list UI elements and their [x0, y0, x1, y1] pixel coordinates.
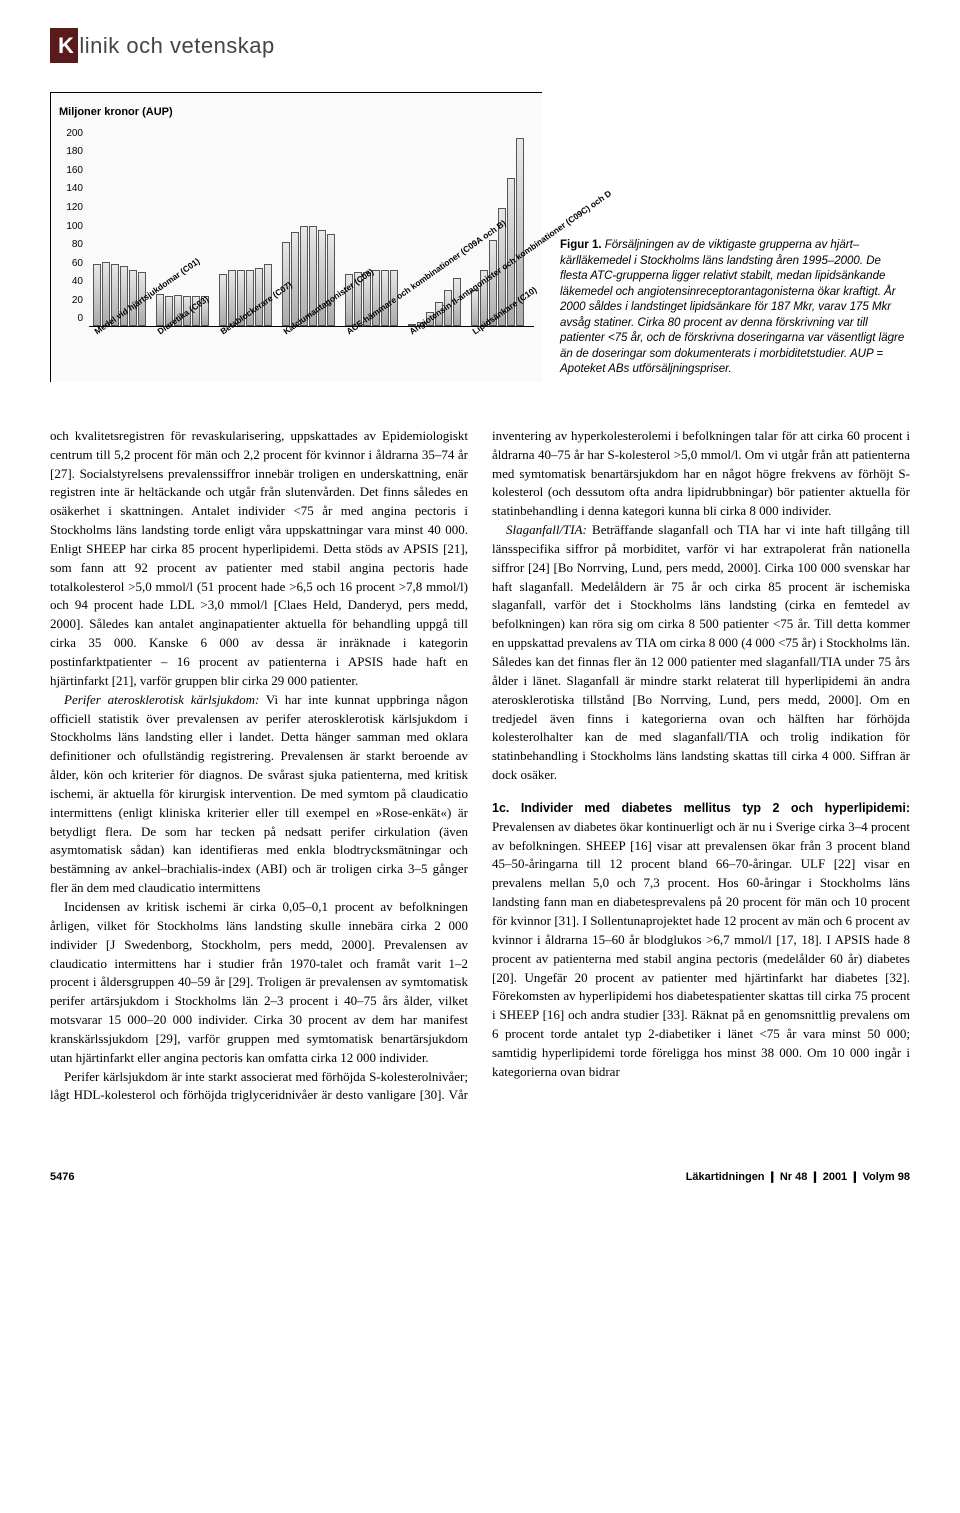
y-tick: 20 [59, 294, 83, 309]
x-label: Lipidsänkare (C10) [471, 329, 476, 337]
bar [156, 294, 164, 326]
body-columns: och kvalitetsregistren för revaskularise… [50, 427, 910, 1105]
chart-y-title: Miljoner kronor (AUP) [59, 105, 534, 121]
x-label: Angiotensin II-antagonister och kombinat… [408, 329, 413, 337]
x-label: Diuretika (C03) [156, 329, 161, 337]
x-labels: Medel vid hjärtsjukdomar (C01) Diuretika … [59, 329, 534, 379]
title-k: K [50, 28, 78, 63]
section-1c: 1c. Individer med diabetes mellitus typ … [492, 801, 910, 815]
page-footer: 5476 Läkartidningen ❙ Nr 48 ❙ 2001 ❙ Vol… [50, 1145, 910, 1186]
caption-lead: Figur 1. [560, 239, 602, 251]
journal-ref: Läkartidningen ❙ Nr 48 ❙ 2001 ❙ Volym 98 [686, 1170, 910, 1186]
para-6: 1c. Individer med diabetes mellitus typ … [492, 799, 910, 1082]
y-tick: 40 [59, 275, 83, 290]
bar [219, 274, 227, 326]
para-2: Perifer aterosklerotisk kärlsjukdom: Vi … [50, 691, 468, 898]
para-2-text: Vi har inte kunnat uppbringa någon offic… [50, 692, 468, 895]
y-tick: 100 [59, 220, 83, 235]
para-5: Slaganfall/TIA: Beträffande slaganfall o… [492, 521, 910, 785]
y-tick: 200 [59, 127, 83, 142]
x-label: ACE-hämmare och kombinationer (C09A och … [345, 329, 350, 337]
y-tick: 120 [59, 201, 83, 216]
bar [93, 264, 101, 326]
y-tick: 160 [59, 164, 83, 179]
bar [471, 290, 479, 326]
x-label: Medel vid hjärtsjukdomar (C01) [93, 329, 98, 337]
para-5-text: Beträffande slaganfall och TIA har vi in… [492, 522, 910, 782]
bar-chart: Miljoner kronor (AUP) 0 20 40 60 80 100 120 140… [50, 92, 542, 382]
y-tick: 80 [59, 238, 83, 253]
section-header: Klinik och vetenskap [50, 30, 910, 62]
y-tick: 140 [59, 182, 83, 197]
bar [327, 234, 335, 326]
title-rest: linik och vetenskap [79, 33, 274, 58]
y-tick: 0 [59, 312, 83, 327]
section-title: Klinik och vetenskap [50, 30, 275, 62]
figure-caption: Figur 1. Försäljningen av de viktigaste … [560, 238, 910, 382]
y-axis: 0 20 40 60 80 100 120 140 160 180 200 [59, 127, 89, 327]
x-label: Betablockerare (C07) [219, 329, 224, 337]
x-label: Kalciumantagonister (C08) [282, 329, 287, 337]
y-tick: 180 [59, 145, 83, 160]
para-5-lead: Slaganfall/TIA: [506, 522, 587, 537]
para-1: och kvalitetsregistren för revaskularise… [50, 427, 468, 691]
figure-row: Miljoner kronor (AUP) 0 20 40 60 80 100 120 140… [50, 92, 910, 382]
y-tick: 60 [59, 257, 83, 272]
para-6-text: Prevalensen av diabetes ökar kontinuerli… [492, 819, 910, 1079]
caption-text: Försäljningen av de viktigaste grupperna… [560, 239, 904, 375]
page-number: 5476 [50, 1170, 74, 1186]
para-3: Incidensen av kritisk ischemi är cirka 0… [50, 898, 468, 1068]
bar [291, 232, 299, 326]
para-2-lead: Perifer aterosklerotisk kärlsjukdom: [64, 692, 259, 707]
